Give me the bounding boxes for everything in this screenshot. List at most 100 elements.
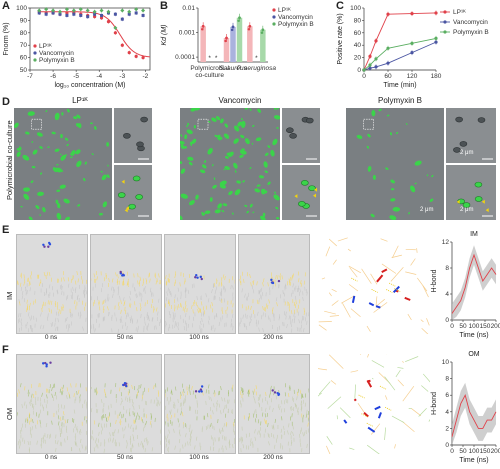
lipid (40, 324, 42, 329)
lipid (183, 280, 186, 285)
lipid (67, 294, 69, 299)
lipid (207, 424, 209, 429)
bacterium (203, 161, 206, 163)
bacterium (39, 214, 41, 217)
legend-marker (272, 22, 276, 26)
bacterium (241, 148, 245, 151)
lipid (17, 280, 19, 285)
lipid (131, 384, 133, 389)
lipid (301, 393, 303, 398)
chart-a: 50 60 70 80 90 100 -7 -6 -5 -4 -3 -2 Fnorm (%) log₁₀ … (3, 5, 151, 89)
legend-label: LP¹ᴷ (39, 43, 52, 50)
lipid (252, 413, 255, 418)
bacterium (389, 132, 393, 136)
lipid (185, 312, 187, 318)
residue-stick (363, 412, 369, 418)
y-tick-label: 0.0001 (175, 54, 195, 61)
lipid (296, 396, 298, 401)
lipid (242, 444, 244, 449)
lipid (220, 297, 222, 302)
lipid (55, 311, 58, 316)
bacterium (241, 118, 243, 121)
lipid (272, 434, 275, 439)
legend-label: LP¹ᴷ (453, 9, 466, 16)
data-point (368, 66, 372, 70)
lipid (210, 304, 212, 309)
bacterium (254, 188, 260, 193)
lipid (104, 388, 106, 393)
peptide-atom (199, 275, 202, 279)
lipid (184, 442, 187, 447)
bacterium (249, 108, 252, 111)
lipid (262, 312, 264, 317)
lipid (291, 310, 293, 315)
bar-point (201, 24, 205, 28)
lipid (261, 292, 264, 297)
bacterium (389, 215, 397, 220)
data-point-vanco (58, 12, 62, 16)
lipid (46, 434, 49, 439)
bacterium (226, 152, 232, 156)
legend-marker (443, 10, 447, 14)
lipid (62, 304, 64, 309)
lipid (132, 402, 134, 407)
y-tick-label: 90 (20, 17, 28, 24)
bar-point (231, 25, 235, 29)
lipid (148, 317, 150, 322)
bacterium (233, 125, 240, 132)
data-point-lp (113, 31, 117, 35)
lipid (48, 294, 50, 299)
lipid (242, 387, 244, 392)
x-tick-label: -3 (119, 73, 125, 80)
lipid (303, 327, 305, 333)
residue-stick (353, 398, 357, 402)
lipid (108, 278, 110, 283)
bacterium (37, 191, 44, 197)
lipid-stick (349, 267, 358, 278)
inset-lp-brightfield (114, 108, 152, 163)
lipid (168, 298, 170, 303)
lipid (107, 306, 109, 311)
lipid (117, 429, 119, 434)
bacterium (64, 137, 69, 141)
x-tick-label: 50 (459, 323, 467, 330)
lipid (293, 287, 296, 292)
bacterium (236, 180, 241, 184)
lipid (63, 277, 65, 282)
residue-stick (376, 274, 384, 283)
data-point-vanco (113, 12, 117, 16)
bacterium (289, 133, 297, 139)
lipid (262, 306, 264, 311)
bacterium (263, 161, 268, 168)
lipid (129, 303, 132, 308)
lipid (134, 287, 136, 292)
lipid (139, 302, 141, 307)
lipid-stick (421, 327, 435, 341)
lipid (296, 391, 299, 396)
chart-title: OM (468, 351, 479, 358)
md-frame-im-0 (16, 234, 88, 334)
bacterium (73, 116, 78, 120)
lipid (49, 300, 51, 305)
lipid (62, 411, 65, 416)
lipid (288, 278, 291, 283)
bacterium (245, 108, 248, 110)
bacterium (392, 207, 401, 212)
lipid (212, 410, 214, 415)
lipid (98, 313, 100, 318)
lipid (120, 300, 122, 305)
lipid (141, 419, 144, 424)
y-tick-label: 60 (354, 30, 362, 37)
lipid (174, 445, 176, 450)
lipid (178, 423, 180, 428)
lipid-stick (318, 324, 327, 331)
lipid-stick (402, 385, 415, 402)
lipid (101, 416, 103, 421)
bacterium (54, 148, 60, 152)
arrowhead (485, 208, 489, 213)
lipid (212, 437, 214, 442)
lipid (177, 287, 180, 292)
lipid (29, 316, 31, 321)
y-axis-label: Fnorm (%) (3, 22, 10, 55)
lipid (64, 318, 67, 323)
